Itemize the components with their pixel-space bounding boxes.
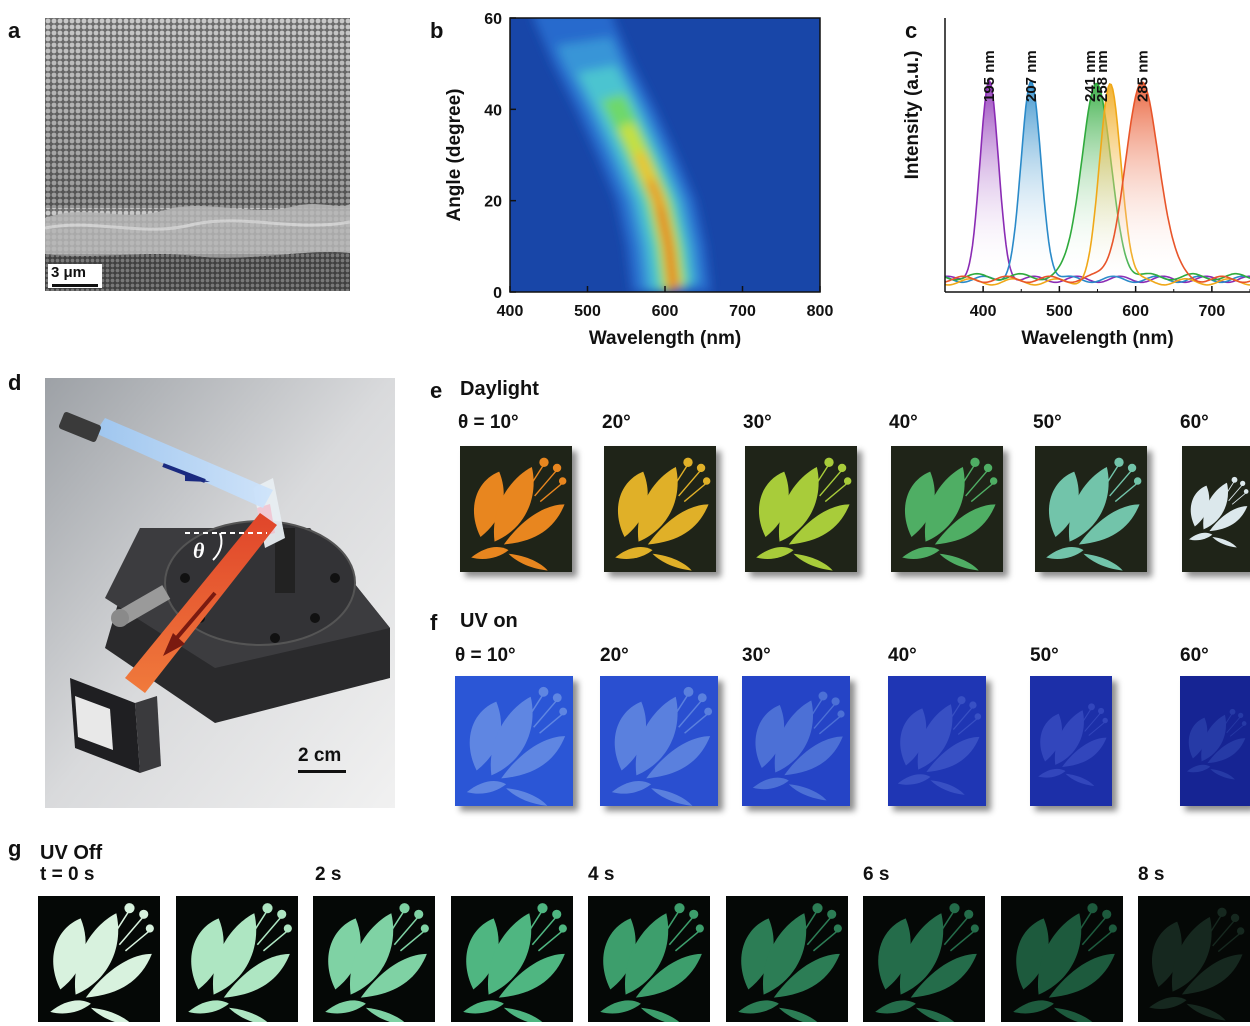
uv-on-title: UV on [460, 610, 518, 632]
peak-label-3: 258 nm [1094, 50, 1111, 102]
daylight-angle-label: 40° [889, 412, 918, 433]
peak-label-1: 207 nm [1023, 50, 1040, 102]
uv-off-time-label: 8 s [1138, 864, 1165, 885]
uv-on-flower-tile [455, 676, 573, 806]
uv-on-flower-tile [742, 676, 850, 806]
uv-on-angle-label: 50° [1030, 645, 1059, 666]
uv-on-angle-label: θ = 10° [455, 645, 516, 666]
daylight-flower-tile [604, 446, 716, 572]
uv-on-flower-tile [1030, 676, 1112, 806]
daylight-angle-label: θ = 10° [458, 412, 519, 433]
setup-scale-label: 2 cm [298, 745, 342, 766]
uv-on-flower-tile [600, 676, 718, 806]
peak-fill-1 [1009, 81, 1053, 280]
daylight-angle-label: 60° [1180, 412, 1209, 433]
heatmap-contour-7 [658, 207, 676, 292]
y-tick-label: 40 [484, 102, 502, 119]
x-tick-label: 500 [1046, 303, 1073, 320]
uv-off-flower-tile [38, 896, 160, 1022]
x-tick-label: 600 [652, 303, 679, 320]
daylight-flower-tile [891, 446, 1003, 572]
uv-off-flower-tile [588, 896, 710, 1022]
panel-label-a: a [8, 18, 21, 43]
peak-label-4: 285 nm [1135, 50, 1152, 102]
sem-scale-label: 3 μm [51, 264, 87, 281]
chart-c: 195 nm 207 nm 241 nm 258 nm 285 nm 400 500 600 7… [890, 10, 1250, 360]
daylight-angle-label: 30° [743, 412, 772, 433]
uv-off-flower-tile [176, 896, 298, 1022]
chart-b: 400 500 600 700 800 0 20 40 60 Wavelength (nm) Ang… [420, 10, 840, 360]
uv-on-angle-label: 20° [600, 645, 629, 666]
daylight-flower-tile [460, 446, 572, 572]
uv-off-time-label: 2 s [315, 864, 342, 885]
y-axis-label: Intensity (a.u.) [902, 51, 923, 180]
daylight-angle-label: 20° [602, 412, 631, 433]
uv-off-title: UV Off [40, 842, 103, 864]
setup-scale-bar [298, 770, 346, 773]
uv-on-flower-tile [888, 676, 986, 806]
sem-image [44, 18, 351, 291]
daylight-angle-label: 50° [1033, 412, 1062, 433]
uv-on-angle-label: 40° [888, 645, 917, 666]
uv-off-flower-tile [313, 896, 435, 1022]
y-tick-label: 60 [484, 11, 502, 28]
x-tick-label: 800 [807, 303, 834, 320]
series-line-3 [944, 82, 1250, 286]
uv-off-time-label: 6 s [863, 864, 890, 885]
x-axis-label: Wavelength (nm) [589, 328, 741, 349]
y-tick-label: 20 [484, 194, 502, 211]
chart-b-svg: 400 500 600 700 800 0 20 40 60 Wavelength (nm) Ang… [444, 11, 834, 349]
peak-label-2: 241 nm [1082, 50, 1099, 102]
uv-off-time-label: 4 s [588, 864, 615, 885]
uv-off-flower-tile [451, 896, 573, 1022]
panel-label-d: d [8, 370, 22, 395]
x-tick-label: 700 [1199, 303, 1226, 320]
series-line-0 [944, 79, 1250, 284]
uv-on-angle-label: 60° [1180, 645, 1209, 666]
setup-photo [45, 378, 395, 808]
sem-scale-bar [52, 284, 98, 287]
panel-label-b: b [430, 18, 444, 43]
x-tick-label: 400 [970, 303, 997, 320]
panel-label-e: e [430, 378, 443, 403]
uv-on-angle-label: 30° [742, 645, 771, 666]
x-tick-label: 600 [1122, 303, 1149, 320]
peak-fill-4 [1105, 81, 1179, 280]
x-tick-label: 500 [574, 303, 601, 320]
x-axis-label: Wavelength (nm) [1021, 328, 1173, 349]
x-tick-label: 700 [729, 303, 756, 320]
uv-off-flower-tile [863, 896, 985, 1022]
peak-fill-0 [969, 80, 1009, 280]
panel-label-g: g [8, 836, 22, 861]
panel-label-f: f [430, 610, 438, 635]
peak-label-0: 195 nm [981, 50, 998, 102]
uv-off-time-label: t = 0 s [40, 864, 95, 885]
theta-symbol: θ [193, 538, 205, 563]
daylight-flower-tile [745, 446, 857, 572]
y-axis-label: Angle (degree) [444, 88, 465, 221]
uv-off-flower-tile [1001, 896, 1123, 1022]
series-line-4 [944, 81, 1250, 284]
uv-off-flower-tile [726, 896, 848, 1022]
daylight-title: Daylight [460, 378, 539, 400]
daylight-flower-tile [1035, 446, 1147, 572]
x-tick-label: 400 [497, 303, 524, 320]
y-tick-label: 0 [493, 285, 502, 302]
daylight-flower-tile [1182, 446, 1250, 572]
panel-label-c: c [905, 18, 918, 43]
uv-off-flower-tile [1138, 896, 1250, 1022]
uv-on-flower-tile [1180, 676, 1250, 806]
